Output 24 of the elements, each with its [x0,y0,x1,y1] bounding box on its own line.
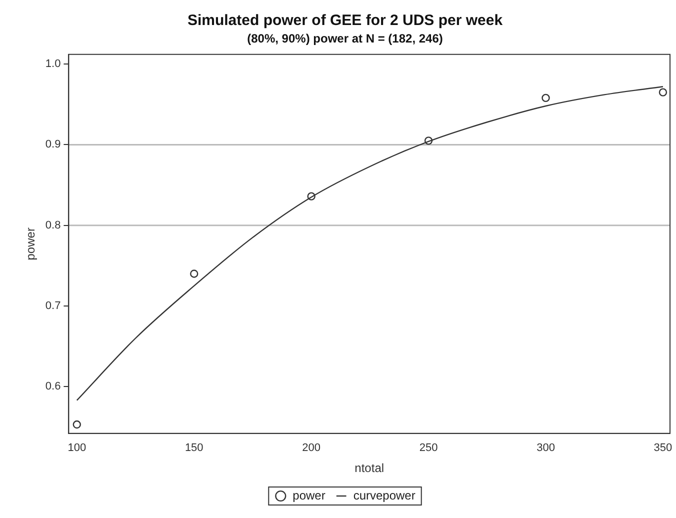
x-tick-label: 350 [654,442,672,454]
point [542,94,550,102]
y-tick-label: 1.0 [45,58,61,70]
y-tick-label: 0.6 [45,380,61,393]
x-tick-label: 100 [68,442,86,454]
legend-label: power [292,488,326,502]
x-tick-label: 300 [536,442,555,454]
x-tick-label: 150 [184,442,204,454]
y-axis-title: power [24,228,38,260]
y-tick-label: 0.7 [45,300,61,312]
x-tick-label: 200 [302,442,321,454]
y-tick-label: 0.9 [45,138,61,151]
y-tick-label: 0.8 [45,219,61,232]
chart-subtitle: (80%, 90%) power at N = (182, 246) [247,32,443,46]
point [72,420,81,429]
chart-title: Simulated power of GEE for 2 UDS per week [187,12,504,30]
point [658,88,668,96]
line-series [76,86,664,401]
legend-label: curvepower [353,488,416,502]
x-axis-title: ntotal [354,461,384,476]
point [190,270,198,278]
point [424,136,433,145]
point [307,192,316,200]
x-tick-label: 250 [419,442,438,454]
